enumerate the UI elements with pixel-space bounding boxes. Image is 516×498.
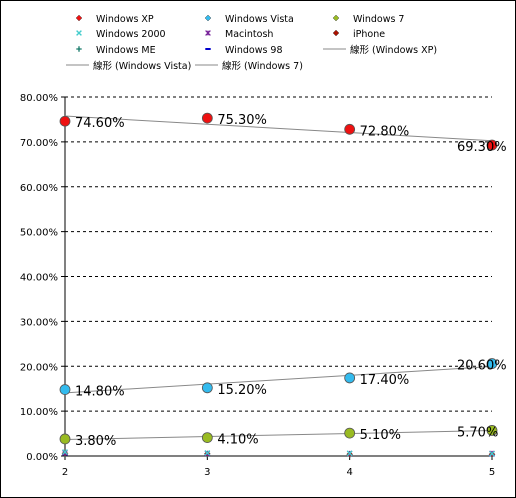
data-label: 4.10% (217, 433, 258, 448)
data-label: 72.80% (360, 124, 410, 139)
y-tick-label: 70.00% (20, 138, 58, 149)
data-point (346, 450, 353, 457)
legend-label: Macintosh (225, 29, 273, 40)
y-tick-label: 10.00% (20, 407, 58, 418)
legend-label: 線形 (Windows Vista) (93, 60, 191, 72)
data-point (59, 384, 71, 395)
data-label: 3.80% (75, 434, 116, 449)
y-tick-label: 80.00% (20, 93, 58, 104)
data-label: 74.60% (75, 116, 125, 131)
legend-label: Windows Vista (225, 14, 294, 25)
data-point (59, 115, 71, 127)
data-label: 14.80% (75, 385, 125, 400)
legend-marker (332, 14, 340, 22)
data-label: 75.30% (217, 113, 267, 128)
data-point (201, 112, 213, 124)
trendline (64, 115, 493, 142)
data-point (486, 139, 498, 151)
y-tick-label: 30.00% (20, 317, 58, 328)
trendline (64, 366, 493, 394)
data-point (344, 372, 356, 384)
data-point (201, 432, 213, 444)
data-point (201, 382, 213, 394)
legend-marker (204, 14, 212, 22)
x-tick-label: 2 (62, 467, 68, 478)
data-label: 20.60% (457, 359, 507, 374)
x-tick-label: 4 (346, 467, 352, 478)
x-tick-label: 5 (489, 467, 495, 478)
y-tick-label: 60.00% (20, 183, 58, 194)
legend-label: Windows 7 (353, 14, 404, 25)
data-point (204, 449, 211, 456)
y-tick-label: 20.00% (20, 362, 58, 373)
data-point (489, 450, 495, 457)
legend-label: Windows XP (96, 14, 154, 25)
data-point (344, 123, 356, 135)
data-point (486, 425, 498, 436)
legend-label: 線形 (Windows XP) (350, 44, 437, 56)
data-point (344, 427, 356, 439)
legend-label: Windows 98 (225, 45, 283, 56)
data-label: 17.40% (360, 373, 410, 388)
legend-label: iPhone (353, 29, 385, 40)
legend-label: 線形 (Windows 7) (222, 60, 303, 72)
legend-label: Windows 2000 (96, 29, 166, 40)
y-tick-label: 50.00% (20, 228, 58, 239)
x-tick-label: 3 (204, 467, 210, 478)
y-tick-label: 40.00% (20, 273, 58, 284)
data-label: 15.20% (217, 383, 267, 398)
legend-label: Windows ME (96, 45, 156, 56)
legend-marker (205, 30, 211, 36)
data-point (62, 449, 68, 455)
trendline (64, 430, 493, 441)
data-label: 5.10% (360, 428, 401, 443)
legend-marker (76, 46, 82, 52)
data-label: 5.70% (457, 425, 498, 440)
data-point (486, 358, 498, 369)
legend-marker (76, 30, 82, 36)
data-label: 69.30% (457, 140, 507, 155)
legend-marker (332, 29, 340, 37)
y-tick-label: 0.00% (26, 452, 58, 463)
legend-marker (75, 14, 83, 22)
data-point (59, 433, 71, 445)
